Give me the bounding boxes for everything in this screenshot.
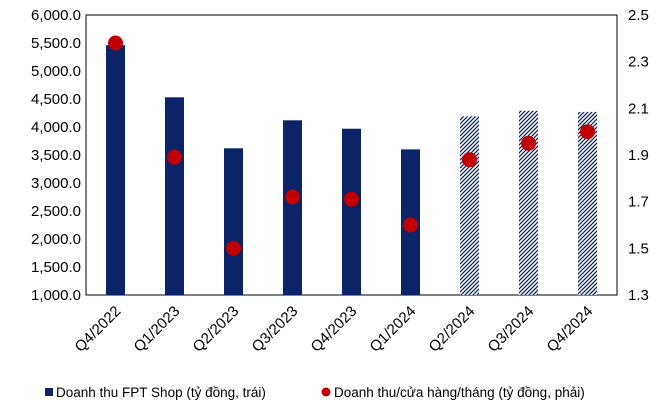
y-right-tick-label: 1.5 xyxy=(628,240,649,257)
x-tick-label: Q4/2022 xyxy=(72,303,125,356)
y-right-tick-label: 2.5 xyxy=(628,7,649,24)
y-right-tick-label: 2.3 xyxy=(628,54,649,71)
dot-Q4/2023 xyxy=(344,191,359,207)
bar-Q2/2023 xyxy=(224,148,243,295)
y-right-tick-label: 1.3 xyxy=(628,287,649,304)
legend-bar-label: Doanh thu FPT Shop (tỷ đồng, trái) xyxy=(56,385,266,400)
y-left-tick-label: 3,000.0 xyxy=(31,175,81,192)
y-left-tick-label: 4,000.0 xyxy=(31,119,81,136)
y-left-tick-label: 2,000.0 xyxy=(31,231,81,248)
y-left-tick-label: 6,000.0 xyxy=(31,7,81,24)
legend-bar-marker xyxy=(45,388,53,396)
x-tick-label: Q2/2023 xyxy=(190,303,243,356)
dot-Q4/2022 xyxy=(108,35,123,51)
dot-Q3/2023 xyxy=(285,189,300,205)
y-left-tick-label: 3,500.0 xyxy=(31,147,81,164)
dot-Q2/2023 xyxy=(226,240,241,256)
dot-Q1/2023 xyxy=(167,149,182,165)
y-left-tick-label: 5,500.0 xyxy=(31,35,81,52)
y-right-tick-label: 1.9 xyxy=(628,147,649,164)
bar-Q3/2023 xyxy=(283,120,302,295)
y-left-tick-label: 2,500.0 xyxy=(31,203,81,220)
legend-dot-label: Doanh thu/cửa hàng/tháng (tỷ đồng, phải) xyxy=(334,385,585,400)
y-left-tick-label: 5,000.0 xyxy=(31,63,81,80)
dot-Q2/2024 xyxy=(462,152,477,168)
x-tick-label: Q4/2023 xyxy=(308,303,361,356)
x-tick-label: Q3/2023 xyxy=(249,303,302,356)
x-tick-label: Q1/2024 xyxy=(367,303,420,356)
legend-dot-marker xyxy=(321,387,331,397)
dot-Q4/2024 xyxy=(580,124,595,140)
x-tick-label: Q4/2024 xyxy=(544,303,597,356)
y-left-tick-label: 1,000.0 xyxy=(31,287,81,304)
bar-Q4/2023 xyxy=(342,128,361,295)
y-right-tick-label: 1.7 xyxy=(628,194,649,211)
y-left-tick-label: 4,500.0 xyxy=(31,91,81,108)
x-tick-label: Q3/2024 xyxy=(485,303,538,356)
bar-forecast-Q2/2024 xyxy=(460,116,479,296)
x-tick-label: Q2/2024 xyxy=(426,303,479,356)
dot-Q1/2024 xyxy=(403,217,418,233)
dot-Q3/2024 xyxy=(521,135,536,151)
bar-forecast-Q3/2024 xyxy=(519,110,538,295)
bar-forecast-Q4/2024 xyxy=(578,111,597,296)
y-left-tick-label: 1,500.0 xyxy=(31,259,81,276)
bar-Q4/2022 xyxy=(106,45,125,296)
bar-Q1/2023 xyxy=(165,97,184,295)
y-right-tick-label: 2.1 xyxy=(628,100,649,117)
x-tick-label: Q1/2023 xyxy=(131,303,184,356)
